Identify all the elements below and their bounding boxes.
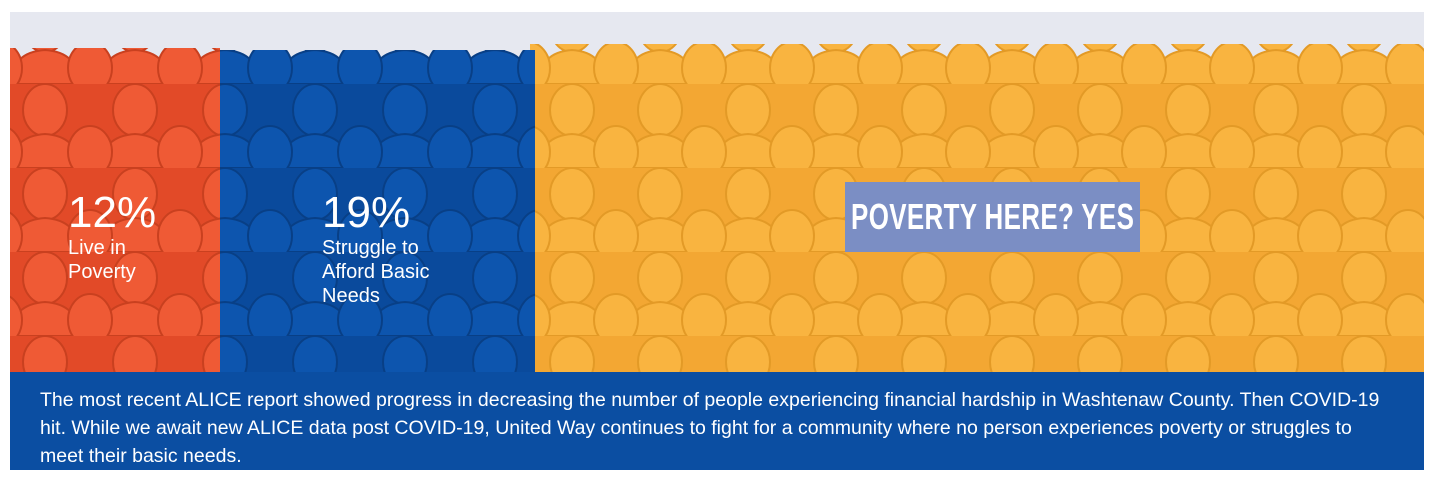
description: The most recent ALICE report showed prog… — [40, 386, 1380, 470]
page: 12% Live in Poverty 19% Struggle to Affo… — [0, 0, 1432, 482]
stat-label: Struggle to Afford Basic Needs — [322, 236, 462, 308]
stat-value: 12% — [68, 190, 158, 236]
stat: 19% Struggle to Afford Basic Needs — [322, 190, 462, 308]
badge: POVERTY HERE? YES — [845, 182, 1140, 252]
stat-value: 19% — [322, 190, 462, 236]
stat-label: Live in Poverty — [68, 236, 158, 284]
badge-text: POVERTY HERE? YES — [851, 196, 1134, 238]
stat: 12% Live in Poverty — [68, 190, 158, 284]
